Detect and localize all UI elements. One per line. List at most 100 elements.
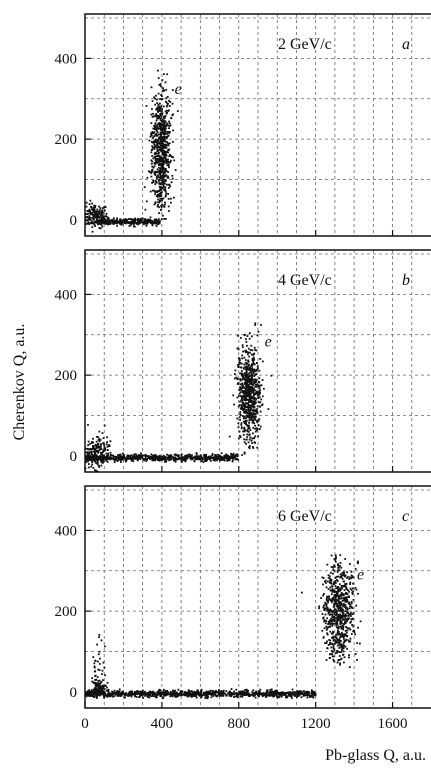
data-point xyxy=(253,437,256,439)
data-point xyxy=(170,197,172,200)
data-point xyxy=(337,563,340,565)
data-point xyxy=(165,88,168,91)
data-point xyxy=(246,367,248,369)
data-point xyxy=(156,205,159,208)
data-point xyxy=(181,694,184,697)
data-point xyxy=(202,693,205,696)
x-tick-label: 1200 xyxy=(301,716,331,732)
data-point xyxy=(333,596,335,598)
data-point xyxy=(242,692,245,695)
data-point xyxy=(162,161,165,164)
data-point xyxy=(332,655,335,658)
data-point xyxy=(122,453,125,456)
data-point xyxy=(108,223,111,225)
data-point xyxy=(359,620,362,623)
data-point xyxy=(98,222,101,225)
data-point xyxy=(343,598,346,601)
data-point xyxy=(292,693,294,696)
data-point xyxy=(98,212,101,214)
data-point xyxy=(318,605,321,608)
data-point xyxy=(346,576,349,578)
data-point xyxy=(158,185,161,188)
data-point xyxy=(99,690,101,692)
data-point xyxy=(335,575,338,578)
data-point xyxy=(158,125,161,128)
data-point xyxy=(89,458,91,461)
data-point xyxy=(155,457,157,460)
data-point xyxy=(134,695,137,698)
data-point xyxy=(265,693,267,696)
data-point xyxy=(322,592,325,595)
data-point xyxy=(304,691,306,694)
data-point xyxy=(94,660,97,662)
data-point xyxy=(244,375,247,378)
data-point xyxy=(135,696,138,698)
data-point xyxy=(289,691,292,693)
data-point xyxy=(245,688,248,691)
data-point xyxy=(124,459,127,462)
data-point xyxy=(99,689,102,691)
data-point xyxy=(161,214,164,217)
data-point xyxy=(164,190,167,193)
data-point xyxy=(163,140,166,143)
data-point xyxy=(93,216,96,219)
data-point xyxy=(107,218,110,221)
data-point xyxy=(160,139,163,142)
data-point xyxy=(98,227,101,229)
data-point xyxy=(253,441,256,444)
data-point xyxy=(146,176,149,179)
data-point xyxy=(160,218,163,220)
data-point xyxy=(102,207,104,209)
data-point xyxy=(148,692,151,695)
data-point xyxy=(161,108,164,111)
data-point xyxy=(194,458,197,461)
data-point xyxy=(160,188,163,191)
data-point xyxy=(158,136,161,139)
data-point xyxy=(324,622,327,625)
data-point xyxy=(107,457,110,460)
data-point xyxy=(327,588,330,590)
data-point xyxy=(172,113,175,116)
data-point xyxy=(118,693,121,696)
data-point xyxy=(348,627,350,630)
data-point xyxy=(103,458,106,460)
data-point xyxy=(99,686,102,689)
data-point xyxy=(148,691,151,693)
data-point xyxy=(80,218,82,220)
data-point xyxy=(152,146,154,149)
data-point xyxy=(81,444,83,446)
data-point xyxy=(228,693,231,696)
data-point xyxy=(96,461,99,464)
data-point xyxy=(96,463,99,466)
data-point xyxy=(116,221,119,223)
data-point xyxy=(322,606,325,609)
data-point xyxy=(207,693,210,696)
data-point xyxy=(256,412,259,414)
data-point xyxy=(172,196,175,199)
data-point xyxy=(94,211,97,213)
data-point xyxy=(100,219,103,222)
data-point xyxy=(249,401,252,403)
data-point xyxy=(161,147,164,150)
data-point xyxy=(242,391,245,394)
data-point xyxy=(342,650,345,653)
data-point xyxy=(100,464,103,467)
data-point xyxy=(273,695,276,698)
data-point xyxy=(97,464,100,467)
data-point xyxy=(357,562,360,565)
data-point xyxy=(350,620,353,623)
data-point xyxy=(103,696,106,699)
data-point xyxy=(91,450,93,453)
data-points xyxy=(81,322,273,472)
data-point xyxy=(94,225,97,227)
data-point xyxy=(171,89,174,91)
data-point xyxy=(244,351,247,354)
data-point xyxy=(78,208,80,210)
data-point xyxy=(340,566,343,569)
data-point xyxy=(116,217,118,220)
data-point xyxy=(238,430,241,433)
data-point xyxy=(163,125,166,128)
data-point xyxy=(112,691,115,694)
data-point xyxy=(160,112,163,115)
data-point xyxy=(153,692,156,695)
